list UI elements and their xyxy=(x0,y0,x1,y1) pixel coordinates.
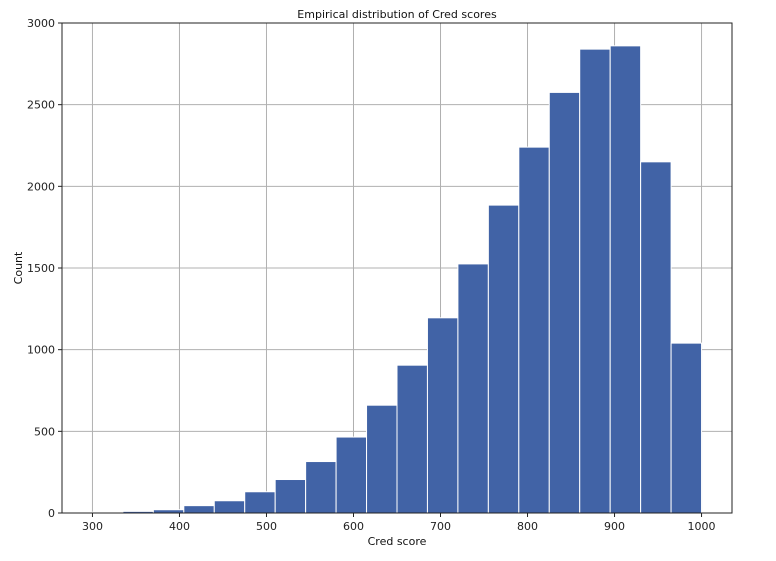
histogram-bar xyxy=(183,505,215,514)
x-tick-label: 600 xyxy=(343,520,364,533)
y-tick-label: 1500 xyxy=(27,262,55,275)
histogram-bar xyxy=(244,491,276,514)
x-tick-label: 500 xyxy=(256,520,277,533)
x-tick-label: 1000 xyxy=(688,520,716,533)
x-tick-label: 900 xyxy=(604,520,625,533)
histogram-bar xyxy=(335,436,368,514)
y-tick-label: 0 xyxy=(48,507,55,520)
histogram-bar xyxy=(396,364,428,514)
histogram-bar xyxy=(366,404,398,514)
histogram-bar xyxy=(274,479,307,514)
x-axis-ticks: 300 400 500 600 700 800 900 1000 xyxy=(82,513,716,533)
bars xyxy=(91,45,733,514)
histogram-bar xyxy=(640,161,672,514)
histogram-bar xyxy=(426,317,459,514)
y-axis-ticks: 0 500 1000 1500 2000 2500 3000 xyxy=(27,17,62,520)
x-tick-label: 400 xyxy=(169,520,190,533)
x-tick-label: 800 xyxy=(517,520,538,533)
histogram-bar xyxy=(670,342,703,514)
histogram-bar xyxy=(457,263,489,514)
histogram-bar xyxy=(213,500,246,514)
histogram-bar xyxy=(548,91,581,514)
chart-title: Empirical distribution of Cred scores xyxy=(297,8,497,21)
histogram-bar xyxy=(305,461,337,514)
y-axis-label: Count xyxy=(12,251,25,284)
x-tick-label: 300 xyxy=(82,520,103,533)
y-tick-label: 3000 xyxy=(27,17,55,30)
histogram-bar xyxy=(487,204,520,514)
x-axis-label: Cred score xyxy=(368,535,427,548)
x-tick-label: 700 xyxy=(430,520,451,533)
y-tick-label: 2000 xyxy=(27,180,55,193)
histogram-bar xyxy=(579,48,611,514)
histogram-bar xyxy=(609,45,642,514)
histogram-bar xyxy=(518,146,550,514)
y-tick-label: 500 xyxy=(34,425,55,438)
y-tick-label: 2500 xyxy=(27,99,55,112)
y-tick-label: 1000 xyxy=(27,344,55,357)
